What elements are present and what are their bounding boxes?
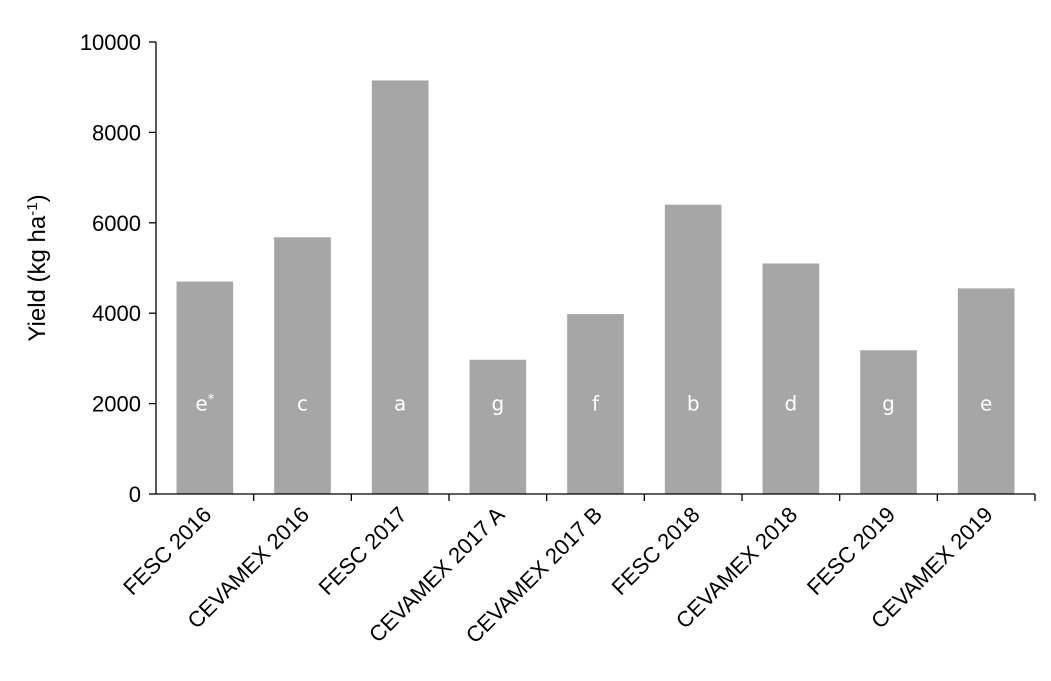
bar	[762, 263, 820, 494]
bars-group	[176, 80, 1015, 495]
bar	[469, 359, 527, 494]
bar-significance-label: b	[687, 392, 700, 416]
x-category-label: FESC 2017	[314, 502, 412, 600]
bar	[274, 237, 331, 494]
bar	[567, 314, 624, 494]
bar-significance-label: f	[592, 392, 600, 416]
y-tick-label: 2000	[92, 392, 141, 417]
y-tick-label: 4000	[92, 301, 141, 326]
y-tick-label: 6000	[92, 211, 141, 236]
bar	[176, 281, 234, 494]
y-tick-label: 8000	[92, 120, 141, 145]
bar	[860, 350, 917, 494]
bar-significance-label: g	[882, 392, 895, 416]
bar-significance-label: g	[491, 392, 504, 416]
x-category-label: FESC 2018	[607, 502, 705, 600]
bar	[371, 80, 429, 495]
bar-significance-label: e*	[195, 392, 214, 416]
y-axis-label: Yield (kg ha-1)	[24, 194, 52, 341]
bar	[957, 288, 1015, 494]
bar-labels-group: e* c a g f b d g e	[195, 392, 992, 416]
x-category-label: FESC 2019	[802, 502, 900, 600]
bar-significance-label: a	[394, 392, 406, 416]
bar	[664, 204, 722, 494]
y-tick-label: 10000	[80, 30, 141, 55]
x-category-label: FESC 2016	[118, 502, 216, 600]
y-ticks-group: 0 2000 4000 6000 8000 10000	[80, 30, 156, 507]
bar-significance-label: c	[297, 392, 308, 416]
bar-significance-label: e	[980, 392, 992, 416]
bar-significance-label: d	[784, 392, 797, 416]
y-tick-label: 0	[129, 482, 141, 507]
